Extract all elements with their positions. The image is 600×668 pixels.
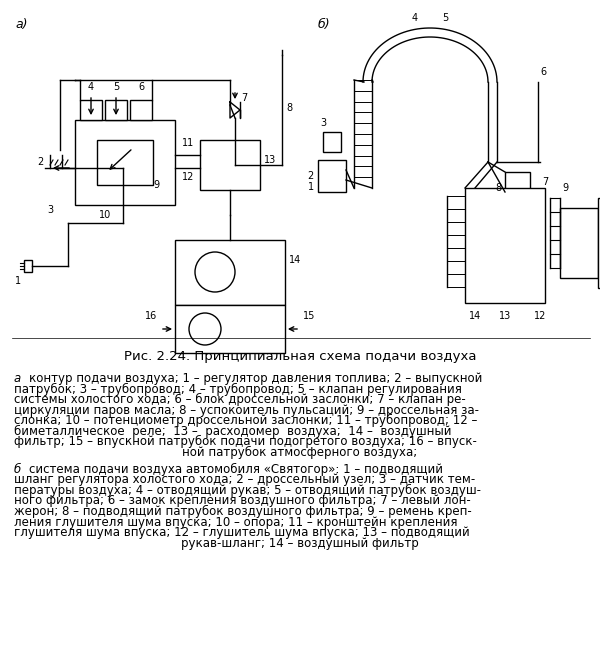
- Text: 3: 3: [47, 205, 53, 215]
- Text: 15: 15: [303, 311, 316, 321]
- Text: б: б: [14, 463, 21, 476]
- Text: 9: 9: [562, 183, 568, 193]
- Bar: [560, 208, 598, 278]
- Text: контур подачи воздуха; 1 – регулятор давления топлива; 2 – выпускной: контур подачи воздуха; 1 – регулятор дав…: [14, 372, 482, 385]
- Bar: [24, 260, 32, 272]
- Text: 4: 4: [88, 82, 94, 92]
- Circle shape: [195, 252, 235, 292]
- Text: 5: 5: [113, 82, 119, 92]
- Bar: [318, 160, 346, 192]
- Circle shape: [189, 313, 221, 345]
- Text: 13: 13: [264, 155, 276, 165]
- Bar: [130, 100, 152, 120]
- Text: патрубок; 3 – трубопровод; 4 – трубопровод; 5 – клапан регулирования: патрубок; 3 – трубопровод; 4 – трубопров…: [14, 383, 462, 395]
- Text: 7: 7: [542, 177, 548, 187]
- Text: жерон; 8 – подводящий патрубок воздушного фильтра; 9 – ремень креп-: жерон; 8 – подводящий патрубок воздушног…: [14, 505, 472, 518]
- Text: 14: 14: [469, 311, 481, 321]
- Text: слонка; 10 – потенциометр дроссельной заслонки; 11 – трубопровод; 12 –: слонка; 10 – потенциометр дроссельной за…: [14, 414, 478, 428]
- Text: 12: 12: [534, 311, 546, 321]
- Text: фильтр; 15 – впускной патрубок подачи подогретого воздуха; 16 – впуск-: фильтр; 15 – впускной патрубок подачи по…: [14, 436, 477, 448]
- Bar: [200, 140, 260, 190]
- Bar: [505, 172, 530, 204]
- Bar: [97, 140, 153, 185]
- Text: глушителя шума впуска; 12 – глушитель шума впуска; 13 – подводящий: глушителя шума впуска; 12 – глушитель шу…: [14, 526, 470, 539]
- Text: биметаллическое  реле;  13 –  расходомер  воздуха;  14 –  воздушный: биметаллическое реле; 13 – расходомер во…: [14, 425, 452, 438]
- Text: 2: 2: [308, 171, 314, 181]
- Text: рукав-шланг; 14 – воздушный фильтр: рукав-шланг; 14 – воздушный фильтр: [181, 536, 419, 550]
- Text: циркуляции паров масла; 8 – успокоитель пульсаций; 9 – дроссельная за-: циркуляции паров масла; 8 – успокоитель …: [14, 403, 479, 417]
- Text: система подачи воздуха автомобиля «Святогор»: 1 – подводящий: система подачи воздуха автомобиля «Свято…: [14, 463, 443, 476]
- Bar: [598, 198, 600, 288]
- Text: 5: 5: [442, 13, 448, 23]
- Text: б): б): [318, 18, 331, 31]
- Text: а: а: [14, 372, 21, 385]
- Text: ной патрубок атмосферного воздуха;: ной патрубок атмосферного воздуха;: [182, 446, 418, 459]
- Text: 8: 8: [286, 103, 292, 113]
- Bar: [175, 305, 285, 353]
- Text: 1: 1: [15, 276, 21, 286]
- Text: системы холостого хода; 6 – блок дроссельной заслонки; 7 – клапан ре-: системы холостого хода; 6 – блок дроссел…: [14, 393, 466, 406]
- Text: шланг регулятора холостого хода; 2 – дроссельный узел; 3 – датчик тем-: шланг регулятора холостого хода; 2 – дро…: [14, 474, 475, 486]
- Text: ного фильтра; 6 – замок крепления воздушного фильтра; 7 – левый лон-: ного фильтра; 6 – замок крепления воздуш…: [14, 494, 471, 508]
- Bar: [465, 188, 545, 303]
- Bar: [105, 100, 127, 120]
- Text: 13: 13: [499, 311, 511, 321]
- Text: 6: 6: [138, 82, 144, 92]
- Bar: [80, 100, 102, 120]
- Text: а): а): [15, 18, 28, 31]
- Bar: [75, 120, 175, 205]
- Text: Рис. 2.24. Принципиальная схема подачи воздуха: Рис. 2.24. Принципиальная схема подачи в…: [124, 350, 476, 363]
- Text: 11: 11: [182, 138, 194, 148]
- Text: 8: 8: [495, 183, 501, 193]
- Text: 3: 3: [320, 118, 326, 128]
- Text: 1: 1: [308, 182, 314, 192]
- Text: 4: 4: [412, 13, 418, 23]
- Bar: [323, 132, 341, 152]
- Text: 7: 7: [241, 93, 247, 103]
- Text: пературы воздуха; 4 – отводящий рукав; 5 – отводящий патрубок воздуш-: пературы воздуха; 4 – отводящий рукав; 5…: [14, 484, 481, 497]
- Text: 10: 10: [99, 210, 111, 220]
- Text: 14: 14: [289, 255, 301, 265]
- Bar: [175, 240, 285, 305]
- Text: 6: 6: [540, 67, 546, 77]
- Text: 16: 16: [145, 311, 157, 321]
- Text: 2: 2: [37, 157, 43, 167]
- Text: 9: 9: [153, 180, 159, 190]
- Text: 12: 12: [182, 172, 194, 182]
- Text: ления глушителя шума впуска; 10 – опора; 11 – кронштейн крепления: ления глушителя шума впуска; 10 – опора;…: [14, 516, 458, 528]
